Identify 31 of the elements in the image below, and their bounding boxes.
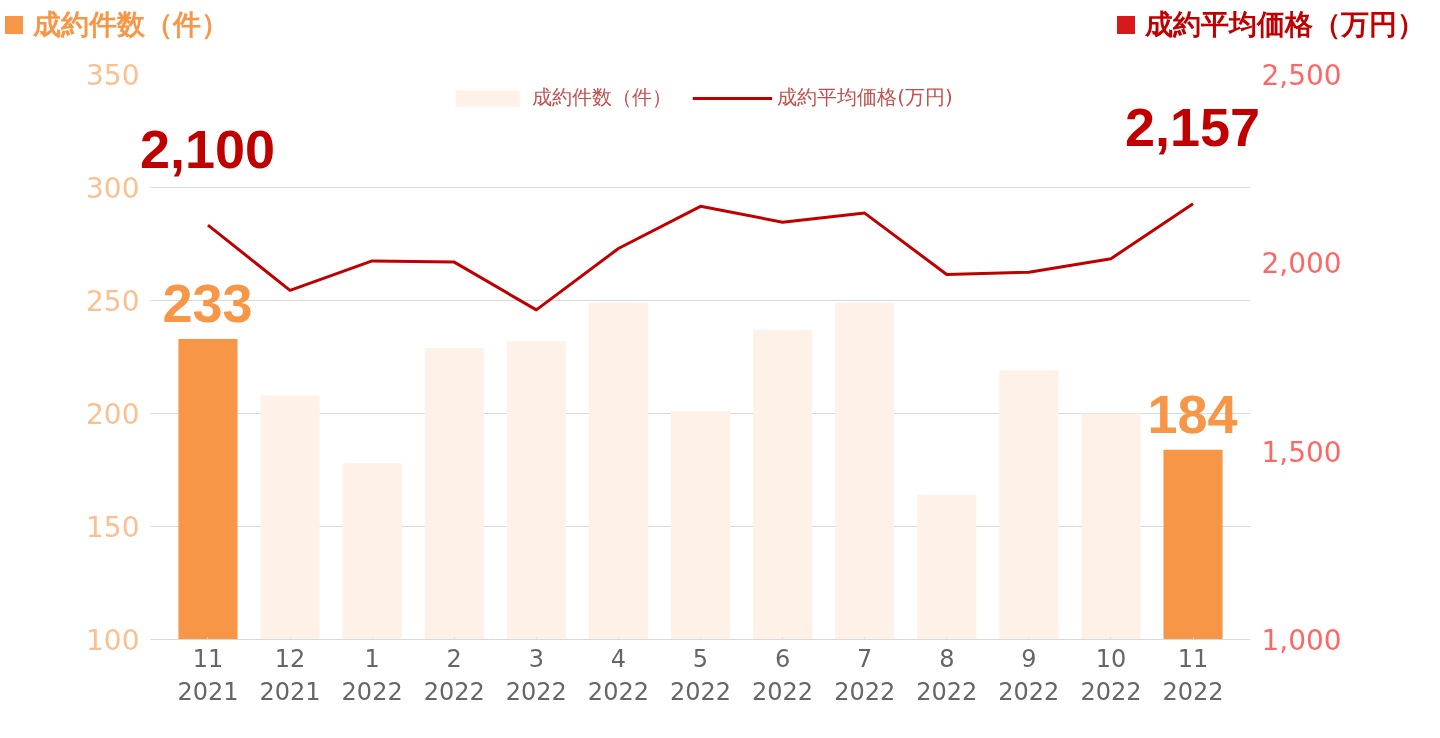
y-axis-title: 成約件数（件）	[32, 7, 229, 43]
y2-tick-label: 2,000	[1261, 247, 1342, 281]
legend-label: 成約平均価格(万円)	[777, 84, 953, 111]
x-tick-label: 8 2022	[916, 644, 978, 707]
x-tick-label: 9 2022	[998, 644, 1060, 707]
legend-label: 成約件数（件）	[532, 84, 673, 111]
y2-tick-label: 1,000	[1261, 624, 1342, 657]
y2-axis-title: 成約平均価格（万円）	[1144, 7, 1425, 43]
x-tick-label: 2 2022	[423, 644, 485, 707]
y-tick-label: 150	[86, 511, 140, 544]
x-tick-label: 12 2021	[259, 644, 321, 707]
x-tick-label: 10 2022	[1080, 644, 1142, 707]
x-tick-label: 11 2021	[177, 644, 239, 707]
y2-tick-label: 1,500	[1261, 435, 1342, 469]
y-tick-label: 200	[86, 398, 140, 431]
y2-tick-label: 2,500	[1261, 59, 1342, 92]
y-tick-label: 100	[86, 624, 140, 657]
x-tick-label: 4 2022	[587, 644, 649, 707]
y-tick-label: 350	[86, 59, 140, 92]
x-tick-label: 11 2022	[1162, 644, 1224, 707]
x-tick-label: 1 2022	[341, 644, 403, 707]
data-label: 184	[1147, 383, 1238, 446]
x-tick-label: 7 2022	[834, 644, 896, 707]
x-tick-label: 6 2022	[752, 644, 814, 707]
y-tick-label: 250	[86, 285, 140, 318]
data-label: 2,157	[1124, 96, 1261, 159]
x-tick-label: 5 2022	[669, 644, 732, 707]
y-tick-label: 300	[86, 172, 140, 205]
data-label: 2,100	[139, 117, 276, 180]
data-label: 233	[162, 272, 253, 335]
x-tick-label: 3 2022	[505, 644, 567, 707]
